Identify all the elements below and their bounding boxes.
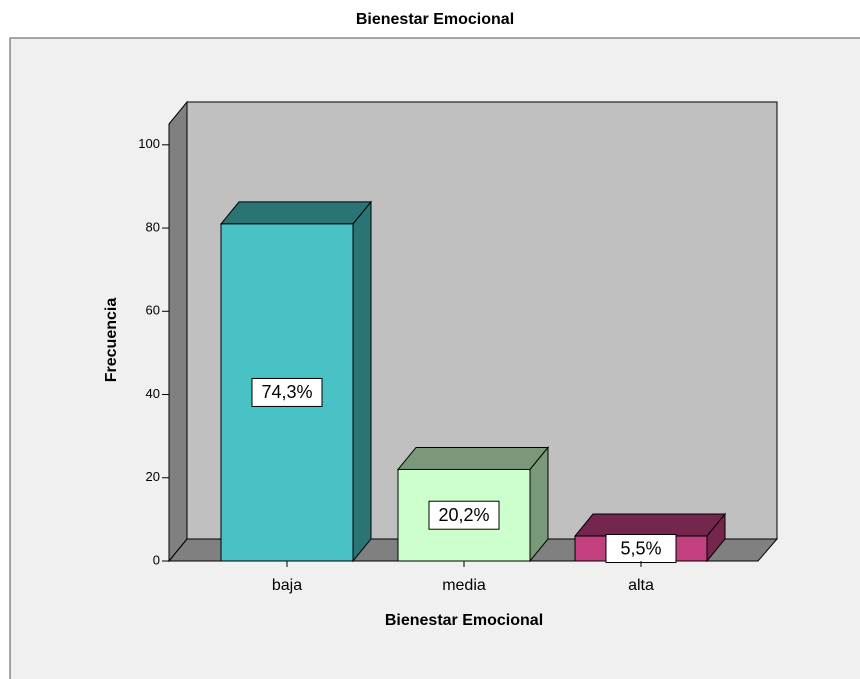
x-tick-label: baja xyxy=(272,577,302,594)
bar-top xyxy=(396,446,550,470)
value-label-box xyxy=(428,500,500,530)
value-label-box xyxy=(605,534,677,564)
x-tick-label: media xyxy=(442,577,486,594)
left-wall xyxy=(168,100,188,563)
value-label-box xyxy=(251,377,323,407)
y-tick-label: 0 xyxy=(153,552,160,567)
bar-top xyxy=(219,201,373,225)
x-axis-label: Bienestar Emocional xyxy=(385,612,543,629)
value-label: 5,5% xyxy=(620,538,661,558)
y-tick-label: 40 xyxy=(146,386,160,401)
y-tick-label: 80 xyxy=(146,219,160,234)
x-tick-label: alta xyxy=(628,577,654,594)
y-tick-label: 100 xyxy=(138,136,160,151)
value-label: 20,2% xyxy=(438,505,489,525)
value-label: 74,3% xyxy=(261,382,312,402)
y-tick-label: 60 xyxy=(146,303,160,318)
y-tick-label: 20 xyxy=(146,469,160,484)
bar-top xyxy=(573,513,727,537)
y-axis-label: Frecuencia xyxy=(103,298,120,383)
chart-title: Bienestar Emocional xyxy=(356,11,514,28)
bar-side xyxy=(352,200,372,563)
